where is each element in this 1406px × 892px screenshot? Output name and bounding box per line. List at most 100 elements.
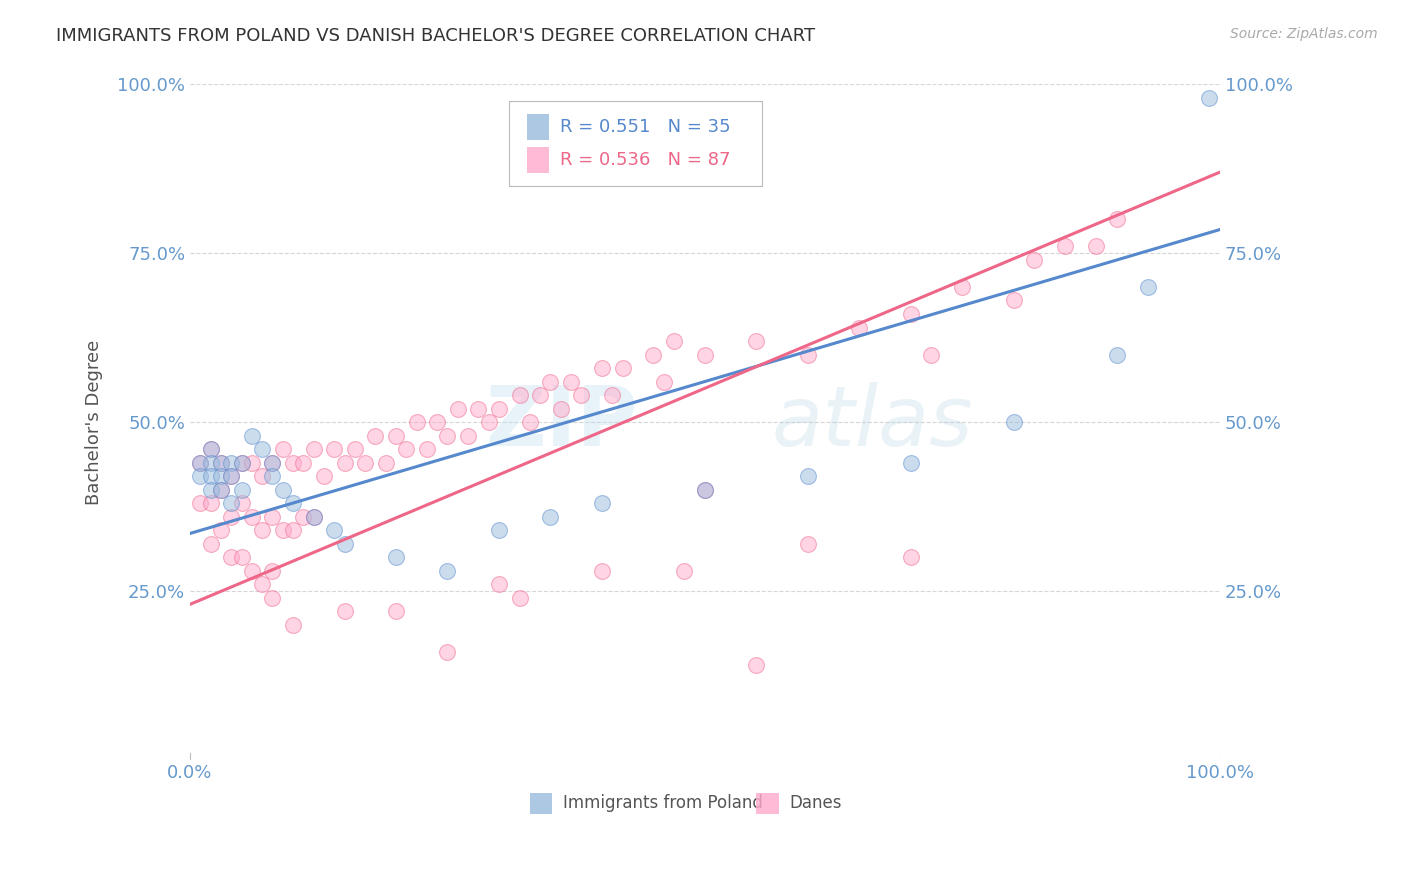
Point bbox=[219, 509, 242, 524]
Point bbox=[302, 509, 325, 524]
Point bbox=[1105, 212, 1128, 227]
Point bbox=[200, 536, 222, 550]
Point bbox=[395, 442, 418, 456]
Point bbox=[200, 456, 222, 470]
Point bbox=[262, 469, 284, 483]
Point bbox=[209, 456, 232, 470]
Point bbox=[333, 536, 356, 550]
Point bbox=[302, 509, 325, 524]
Text: R = 0.551   N = 35: R = 0.551 N = 35 bbox=[560, 118, 730, 136]
Point bbox=[323, 442, 346, 456]
Point bbox=[209, 523, 232, 537]
Point bbox=[416, 442, 439, 456]
FancyBboxPatch shape bbox=[509, 102, 762, 186]
Point bbox=[231, 550, 253, 565]
Point bbox=[488, 401, 510, 416]
Point bbox=[591, 564, 613, 578]
Point bbox=[209, 456, 232, 470]
Point bbox=[693, 483, 716, 497]
Point bbox=[231, 456, 253, 470]
Point bbox=[231, 483, 253, 497]
Point bbox=[200, 469, 222, 483]
Point bbox=[509, 591, 531, 605]
Point bbox=[219, 496, 242, 510]
Point bbox=[560, 375, 582, 389]
Point bbox=[374, 456, 396, 470]
Point bbox=[231, 496, 253, 510]
Point bbox=[281, 523, 304, 537]
Point bbox=[302, 442, 325, 456]
Text: Danes: Danes bbox=[789, 795, 842, 813]
Point bbox=[538, 375, 561, 389]
Text: Source: ZipAtlas.com: Source: ZipAtlas.com bbox=[1230, 27, 1378, 41]
Bar bbox=[756, 793, 779, 814]
Point bbox=[488, 577, 510, 591]
Point bbox=[231, 456, 253, 470]
Point bbox=[250, 523, 273, 537]
Point bbox=[426, 415, 449, 429]
Point bbox=[436, 644, 458, 658]
Point bbox=[385, 550, 408, 565]
Point bbox=[1002, 293, 1025, 308]
Point bbox=[354, 456, 377, 470]
Point bbox=[529, 388, 551, 402]
Point bbox=[200, 496, 222, 510]
Point bbox=[900, 307, 922, 321]
Point bbox=[745, 658, 768, 673]
Point bbox=[569, 388, 592, 402]
Point bbox=[693, 483, 716, 497]
Point bbox=[591, 361, 613, 376]
Point bbox=[292, 456, 315, 470]
Point bbox=[600, 388, 623, 402]
Point bbox=[550, 401, 572, 416]
Point bbox=[509, 388, 531, 402]
Point bbox=[312, 469, 335, 483]
Point bbox=[405, 415, 427, 429]
Text: ZIP: ZIP bbox=[485, 382, 638, 463]
Point bbox=[591, 496, 613, 510]
Point bbox=[240, 428, 263, 442]
Point bbox=[1105, 347, 1128, 361]
Bar bbox=[527, 147, 550, 173]
Text: IMMIGRANTS FROM POLAND VS DANISH BACHELOR'S DEGREE CORRELATION CHART: IMMIGRANTS FROM POLAND VS DANISH BACHELO… bbox=[56, 27, 815, 45]
Point bbox=[797, 347, 820, 361]
Point bbox=[920, 347, 942, 361]
Point bbox=[333, 604, 356, 618]
Point bbox=[745, 334, 768, 348]
Point bbox=[188, 456, 211, 470]
Bar bbox=[527, 114, 550, 140]
Point bbox=[188, 496, 211, 510]
Point bbox=[643, 347, 665, 361]
Point bbox=[693, 347, 716, 361]
Point bbox=[385, 428, 408, 442]
Point bbox=[209, 469, 232, 483]
Text: R = 0.536   N = 87: R = 0.536 N = 87 bbox=[560, 151, 730, 169]
Point bbox=[262, 564, 284, 578]
Point bbox=[848, 320, 870, 334]
Point bbox=[538, 509, 561, 524]
Point bbox=[219, 550, 242, 565]
Point bbox=[797, 536, 820, 550]
Point bbox=[488, 523, 510, 537]
Point bbox=[343, 442, 366, 456]
Point bbox=[200, 442, 222, 456]
Point bbox=[292, 509, 315, 524]
Point bbox=[200, 442, 222, 456]
Bar bbox=[530, 793, 553, 814]
Point bbox=[250, 469, 273, 483]
Text: atlas: atlas bbox=[772, 382, 973, 463]
Point bbox=[447, 401, 470, 416]
Point bbox=[240, 509, 263, 524]
Point bbox=[219, 456, 242, 470]
Point bbox=[364, 428, 387, 442]
Point bbox=[900, 456, 922, 470]
Point bbox=[262, 509, 284, 524]
Point bbox=[519, 415, 541, 429]
Point bbox=[281, 496, 304, 510]
Point bbox=[950, 280, 973, 294]
Point bbox=[436, 428, 458, 442]
Point bbox=[262, 591, 284, 605]
Point bbox=[385, 604, 408, 618]
Point bbox=[1198, 91, 1220, 105]
Point bbox=[467, 401, 489, 416]
